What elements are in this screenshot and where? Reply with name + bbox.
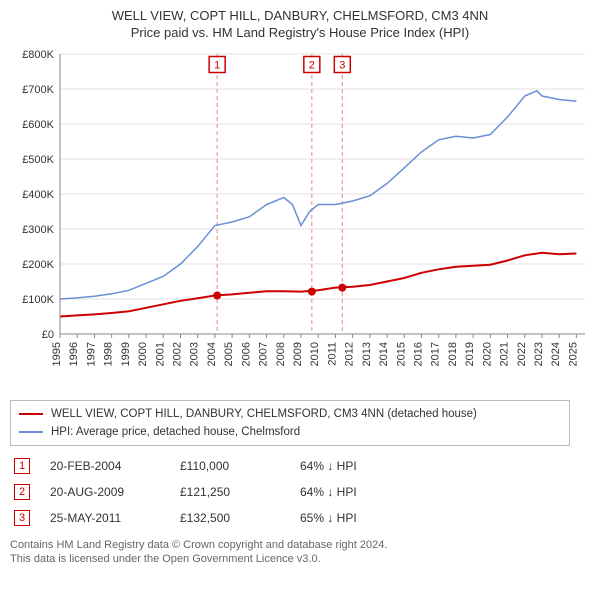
svg-text:£400K: £400K xyxy=(22,189,54,201)
footer-line1: Contains HM Land Registry data © Crown c… xyxy=(10,538,590,552)
svg-text:2013: 2013 xyxy=(361,342,373,366)
legend-item: HPI: Average price, detached house, Chel… xyxy=(19,423,561,441)
legend-swatch xyxy=(19,413,43,415)
svg-text:1998: 1998 xyxy=(103,342,115,366)
legend-label: HPI: Average price, detached house, Chel… xyxy=(51,426,300,438)
svg-text:2019: 2019 xyxy=(464,342,476,366)
series-hpi xyxy=(60,91,576,299)
event-row: 3 25-MAY-2011 £132,500 65% ↓ HPI xyxy=(10,506,590,530)
svg-text:1995: 1995 xyxy=(51,342,63,366)
svg-text:2021: 2021 xyxy=(499,342,511,366)
event-marker: 1 xyxy=(14,458,30,474)
svg-text:2007: 2007 xyxy=(258,342,270,366)
svg-text:2023: 2023 xyxy=(533,342,545,366)
chart-title-line1: WELL VIEW, COPT HILL, DANBURY, CHELMSFOR… xyxy=(10,8,590,23)
svg-text:£100K: £100K xyxy=(22,294,54,306)
svg-text:£800K: £800K xyxy=(22,49,54,61)
svg-text:2015: 2015 xyxy=(395,342,407,366)
event-hpi: 64% ↓ HPI xyxy=(300,459,400,473)
svg-text:1997: 1997 xyxy=(85,342,97,366)
event-date: 20-FEB-2004 xyxy=(50,459,160,473)
svg-text:2002: 2002 xyxy=(171,342,183,366)
svg-text:2018: 2018 xyxy=(447,342,459,366)
svg-text:2010: 2010 xyxy=(309,342,321,366)
event-price: £110,000 xyxy=(180,459,280,473)
svg-text:1999: 1999 xyxy=(120,342,132,366)
chart-area: £0 £100K £200K £300K £400K £500K £600K £700K £80… xyxy=(10,44,590,394)
event-table: 1 20-FEB-2004 £110,000 64% ↓ HPI 2 20-AUG-200… xyxy=(10,454,590,530)
svg-text:2003: 2003 xyxy=(189,342,201,366)
line-chart-svg: £0 £100K £200K £300K £400K £500K £600K £700K £80… xyxy=(10,44,590,394)
event-hpi: 65% ↓ HPI xyxy=(300,511,400,525)
chart-title-line2: Price paid vs. HM Land Registry's House … xyxy=(10,25,590,40)
svg-text:1: 1 xyxy=(214,59,220,71)
svg-text:2011: 2011 xyxy=(326,342,338,366)
svg-text:2017: 2017 xyxy=(430,342,442,366)
svg-text:£0: £0 xyxy=(42,329,54,341)
legend-label: WELL VIEW, COPT HILL, DANBURY, CHELMSFOR… xyxy=(51,408,477,420)
event-row: 1 20-FEB-2004 £110,000 64% ↓ HPI xyxy=(10,454,590,478)
svg-text:2022: 2022 xyxy=(516,342,528,366)
event-marker: 2 xyxy=(14,484,30,500)
event-date: 20-AUG-2009 xyxy=(50,485,160,499)
svg-text:2: 2 xyxy=(309,59,315,71)
event-price: £132,500 xyxy=(180,511,280,525)
svg-text:2000: 2000 xyxy=(137,342,149,366)
event-date: 25-MAY-2011 xyxy=(50,511,160,525)
svg-text:£600K: £600K xyxy=(22,119,54,131)
svg-text:3: 3 xyxy=(339,59,345,71)
event-price: £121,250 xyxy=(180,485,280,499)
svg-text:2020: 2020 xyxy=(481,342,493,366)
svg-text:2024: 2024 xyxy=(550,342,562,366)
svg-text:1996: 1996 xyxy=(68,342,80,366)
svg-text:2012: 2012 xyxy=(344,342,356,366)
svg-text:2025: 2025 xyxy=(567,342,579,366)
legend-box: WELL VIEW, COPT HILL, DANBURY, CHELMSFOR… xyxy=(10,400,570,446)
event-hpi: 64% ↓ HPI xyxy=(300,485,400,499)
chart-title-block: WELL VIEW, COPT HILL, DANBURY, CHELMSFOR… xyxy=(10,8,590,40)
event-marker: 3 xyxy=(14,510,30,526)
series-price_paid xyxy=(60,253,576,317)
svg-text:2014: 2014 xyxy=(378,342,390,366)
svg-text:2009: 2009 xyxy=(292,342,304,366)
legend-swatch xyxy=(19,431,43,433)
event-row: 2 20-AUG-2009 £121,250 64% ↓ HPI xyxy=(10,480,590,504)
svg-text:£500K: £500K xyxy=(22,154,54,166)
footer-attribution: Contains HM Land Registry data © Crown c… xyxy=(10,538,590,567)
svg-text:2016: 2016 xyxy=(412,342,424,366)
legend-item: WELL VIEW, COPT HILL, DANBURY, CHELMSFOR… xyxy=(19,405,561,423)
footer-line2: This data is licensed under the Open Gov… xyxy=(10,552,590,566)
svg-text:2006: 2006 xyxy=(240,342,252,366)
svg-text:2001: 2001 xyxy=(154,342,166,366)
svg-text:£700K: £700K xyxy=(22,84,54,96)
svg-text:£300K: £300K xyxy=(22,224,54,236)
svg-text:2005: 2005 xyxy=(223,342,235,366)
svg-text:2004: 2004 xyxy=(206,342,218,366)
svg-text:2008: 2008 xyxy=(275,342,287,366)
svg-text:£200K: £200K xyxy=(22,259,54,271)
